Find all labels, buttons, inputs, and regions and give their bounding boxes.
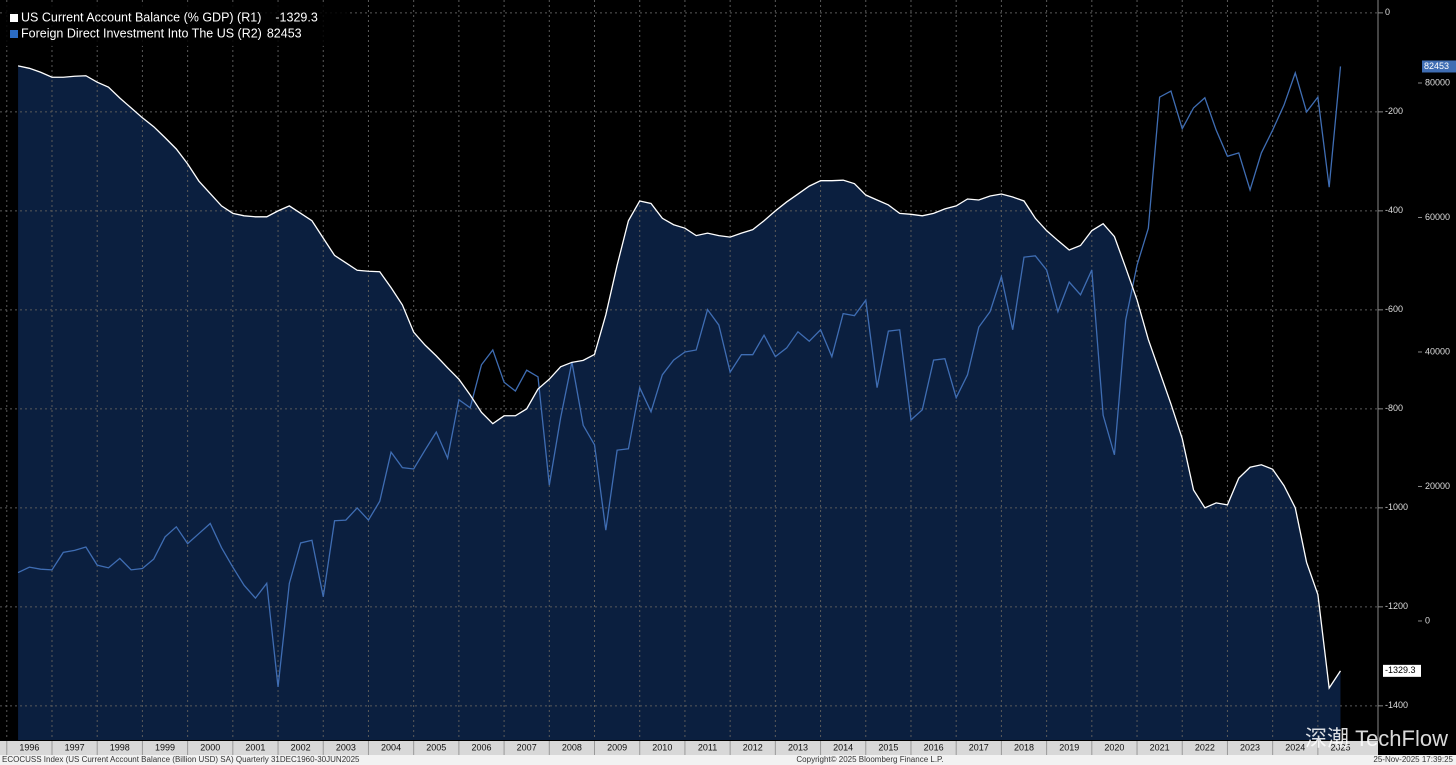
footer-source: ECOCUSS Index (US Current Account Balanc… [2, 755, 360, 764]
legend-value: 82453 [267, 26, 302, 40]
y-tick-label: 0 [1385, 7, 1390, 17]
last-value-label: -1329.3 [1385, 665, 1416, 675]
x-tick-label: 2020 [1104, 742, 1124, 752]
x-tick-label: 2010 [652, 742, 672, 752]
y2-tick-label: 80000 [1425, 77, 1450, 87]
x-tick-label: 2021 [1150, 742, 1170, 752]
legend-swatch [10, 14, 18, 22]
x-tick-label: 2011 [698, 742, 717, 752]
series-line [17, 65, 1342, 690]
y2-tick-label: 60000 [1425, 212, 1450, 222]
footer-timestamp: 25-Nov-2025 17:39:25 [1373, 755, 1453, 764]
x-tick-label: 2004 [381, 742, 401, 752]
x-tick-label: 2013 [788, 742, 808, 752]
y-tick-label: -1000 [1385, 502, 1408, 512]
overlay: 1996 1997 1998 1999 2000 2001 2002 2003 2004 2005… [4, 4, 1456, 755]
y-tick-label: -1200 [1385, 601, 1408, 611]
y-tick-label: -600 [1385, 304, 1403, 314]
x-tick-label: 2016 [924, 742, 944, 752]
x-tick-label: 2017 [969, 742, 989, 752]
x-tick-label: 1999 [155, 742, 175, 752]
legend-swatch [10, 30, 18, 38]
x-tick-label: 2002 [291, 742, 311, 752]
legend-box [4, 4, 348, 46]
x-tick-label: 2015 [878, 742, 898, 752]
legend-value: -1329.3 [275, 10, 317, 24]
x-tick-label: 2022 [1195, 742, 1215, 752]
x-tick-label: 2003 [336, 742, 356, 752]
y-tick-label: -1400 [1385, 700, 1408, 710]
x-tick-label: 2018 [1014, 742, 1034, 752]
y2-tick-label: 40000 [1425, 346, 1450, 356]
x-tick-label: 2009 [607, 742, 627, 752]
last-value-tag [1383, 664, 1421, 677]
x-tick-label: 2001 [245, 742, 265, 752]
x-tick-label: 2025 [1330, 742, 1350, 752]
y2-tick-label: 0 [1425, 615, 1430, 625]
y2-tick-label: 20000 [1425, 481, 1450, 491]
x-tick-label: 2007 [517, 742, 537, 752]
footer-bar [0, 755, 1456, 765]
x-tick-label: 2000 [200, 742, 220, 752]
last-value-label: 82453 [1424, 61, 1449, 71]
x-tick-label: 1997 [65, 742, 85, 752]
x-tick-label: 2006 [471, 742, 491, 752]
legend-label: Foreign Direct Investment Into The US (R… [21, 26, 262, 40]
series-line [17, 66, 1342, 687]
watermark: 深潮 TechFlow [1305, 726, 1448, 751]
legend-label: US Current Account Balance (% GDP) (R1) [21, 10, 261, 24]
x-axis-bar [0, 741, 1378, 755]
last-value-tag [1422, 60, 1456, 73]
x-tick-label: 2019 [1059, 742, 1079, 752]
x-tick-label: 2023 [1240, 742, 1260, 752]
x-tick-label: 2014 [833, 742, 853, 752]
footer-copyright: Copyright© 2025 Bloomberg Finance L.P. [796, 755, 943, 764]
y-tick-label: -200 [1385, 106, 1403, 116]
x-tick-label: 1998 [110, 742, 130, 752]
x-tick-label: 2008 [562, 742, 582, 752]
x-tick-label: 1996 [19, 742, 39, 752]
x-tick-label: 2024 [1285, 742, 1305, 752]
y-tick-label: -400 [1385, 205, 1403, 215]
y-tick-label: -800 [1385, 403, 1403, 413]
area [18, 65, 1341, 741]
x-tick-label: 2012 [743, 742, 763, 752]
x-tick-label: 2005 [426, 742, 446, 752]
plot-area [0, 0, 1378, 741]
